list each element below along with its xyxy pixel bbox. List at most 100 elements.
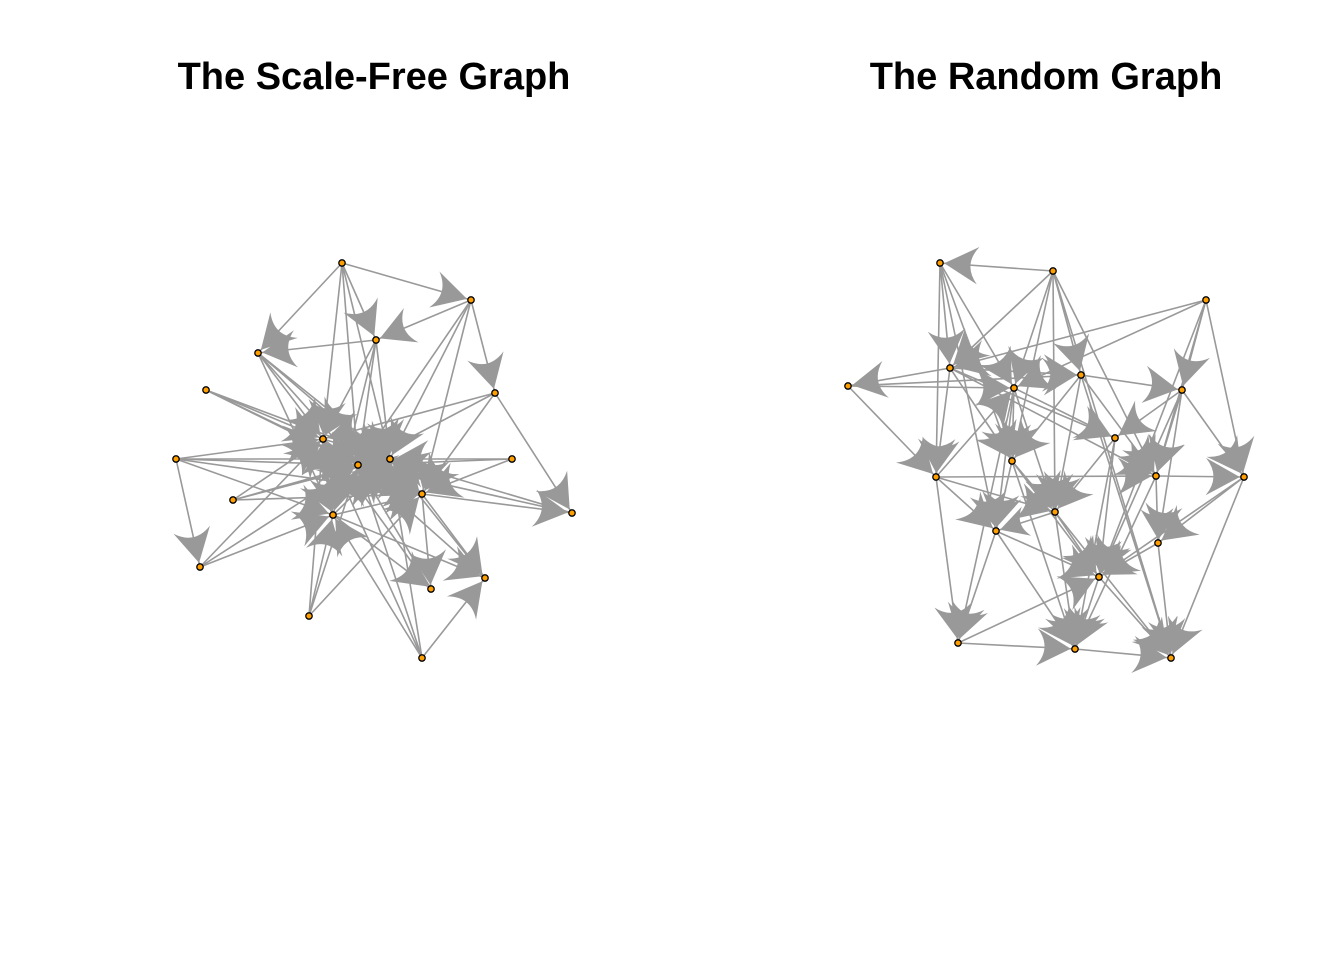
- scale-free-arrowhead: [321, 442, 356, 482]
- random-arrowhead: [1056, 544, 1096, 579]
- random-node: [932, 473, 940, 481]
- scale-free-arrowhead: [335, 518, 370, 558]
- random-node: [946, 364, 954, 372]
- random-node: [1202, 296, 1210, 304]
- scale-free-node: [172, 455, 180, 463]
- random-arrowhead: [1161, 504, 1200, 541]
- random-arrowhead: [978, 345, 1012, 385]
- scale-free-graph-title: The Scale-Free Graph: [177, 56, 571, 98]
- scale-free-arrowhead: [394, 451, 432, 488]
- random-node: [1167, 654, 1175, 662]
- random-node: [1152, 472, 1160, 480]
- scale-free-node: [354, 461, 362, 469]
- random-node: [1010, 384, 1018, 392]
- random-edge: [1170, 476, 1245, 659]
- random-arrowhead: [1072, 404, 1112, 438]
- scale-free-arrowhead: [327, 411, 365, 448]
- scale-free-node: [319, 435, 327, 443]
- random-arrowhead: [944, 247, 980, 285]
- random-node: [1154, 539, 1162, 547]
- scale-free-node: [508, 455, 516, 463]
- scale-free-arrowhead: [362, 455, 400, 492]
- random-arrowhead: [975, 368, 1010, 407]
- scale-free-arrowhead: [309, 474, 347, 511]
- random-arrowhead: [1008, 345, 1044, 385]
- random-arrowhead: [1045, 606, 1081, 646]
- scale-free-arrowhead: [305, 519, 343, 557]
- random-arrowhead: [1140, 508, 1174, 539]
- random-arrowhead: [927, 328, 965, 364]
- scale-free-arrowhead: [446, 581, 483, 620]
- scale-free-node: [305, 612, 313, 620]
- scale-free-arrowhead: [347, 428, 387, 464]
- random-node: [1049, 267, 1057, 275]
- random-edge: [949, 299, 1207, 369]
- random-arrowhead: [1131, 635, 1167, 674]
- random-arrowhead: [1149, 434, 1185, 472]
- random-edge: [1052, 270, 1157, 477]
- scale-free-arrowhead: [535, 470, 570, 510]
- random-graph: [844, 247, 1255, 674]
- scale-free-node: [427, 585, 435, 593]
- scale-free-arrowhead: [442, 546, 482, 581]
- scale-free-arrowhead: [324, 396, 358, 436]
- random-node: [1111, 434, 1119, 442]
- scale-free-node: [467, 296, 475, 304]
- random-arrowhead: [1056, 576, 1096, 611]
- random-arrowhead: [955, 491, 993, 529]
- scale-free-arrowhead: [366, 418, 405, 455]
- random-node: [1077, 371, 1085, 379]
- random-arrowhead: [1206, 435, 1242, 474]
- random-arrowhead: [896, 436, 934, 474]
- random-arrowhead: [1118, 400, 1157, 436]
- random-arrowhead: [1020, 475, 1053, 509]
- scale-free-arrowhead: [343, 297, 378, 337]
- scale-free-arrowhead: [390, 416, 425, 456]
- scale-free-arrowhead: [380, 484, 418, 521]
- scale-free-arrowhead: [332, 442, 355, 463]
- random-node: [1051, 508, 1059, 516]
- scale-free-arrowhead: [424, 452, 460, 491]
- random-arrowhead: [1205, 457, 1240, 496]
- random-nodes: [844, 259, 1248, 662]
- random-arrowhead: [953, 328, 991, 366]
- scale-free-arrowhead: [285, 397, 321, 436]
- random-arrowhead: [1014, 419, 1051, 458]
- random-arrowhead: [974, 391, 1012, 430]
- scale-free-arrowhead: [467, 351, 504, 389]
- scale-free-arrowhead: [408, 549, 447, 585]
- random-arrowhead: [1017, 355, 1057, 390]
- random-node: [1178, 386, 1186, 394]
- scale-free-node: [329, 511, 337, 519]
- scale-free-arrowheads: [173, 271, 570, 620]
- scale-free-graph: [172, 259, 576, 662]
- random-node: [992, 527, 1000, 535]
- scale-free-arrowhead: [382, 497, 420, 535]
- random-node: [1008, 457, 1016, 465]
- random-arrowhead: [986, 491, 1022, 527]
- random-node: [1071, 645, 1079, 653]
- random-arrowhead: [1057, 470, 1094, 509]
- scale-free-node: [202, 386, 210, 394]
- scale-free-node: [418, 654, 426, 662]
- scale-free-arrowhead: [262, 330, 299, 368]
- random-arrowhead: [954, 340, 992, 377]
- random-arrowhead: [1013, 483, 1051, 520]
- scale-free-arrowhead: [379, 307, 419, 343]
- scale-free-node: [372, 336, 380, 344]
- scale-free-node: [491, 389, 499, 397]
- scale-free-node: [229, 496, 237, 504]
- random-node: [954, 639, 962, 647]
- random-arrowhead: [922, 436, 960, 473]
- scale-free-arrowhead: [377, 463, 415, 500]
- scale-free-arrowhead: [447, 536, 483, 575]
- random-edge: [1074, 437, 1116, 650]
- random-arrowhead: [975, 418, 1010, 458]
- random-arrowhead: [1062, 534, 1097, 574]
- random-arrowhead: [1167, 615, 1203, 655]
- random-node: [936, 259, 944, 267]
- scale-free-node: [418, 490, 426, 498]
- random-arrowhead: [1053, 333, 1090, 371]
- random-edge: [1052, 270, 1056, 513]
- random-arrowhead: [1035, 628, 1071, 666]
